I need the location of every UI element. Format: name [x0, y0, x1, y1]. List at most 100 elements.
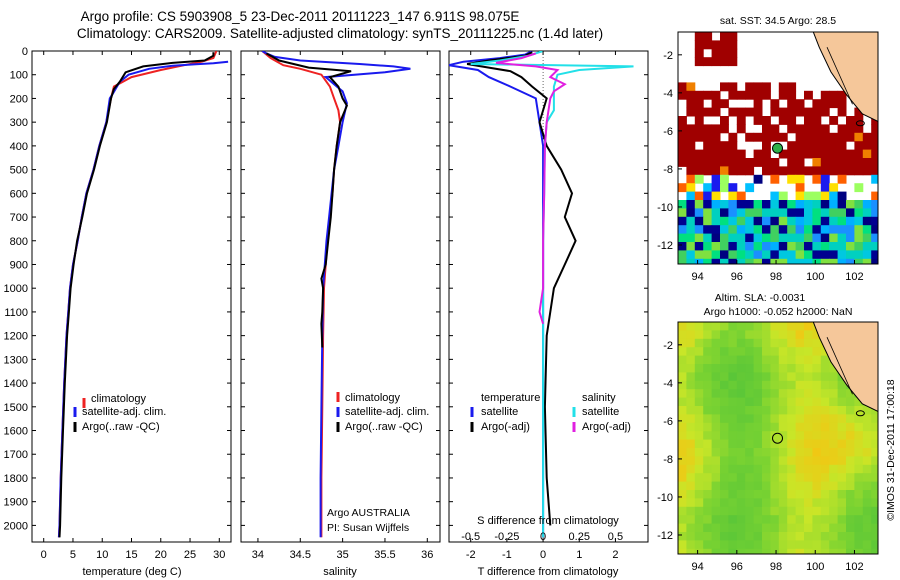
- sst-cell: [720, 99, 729, 109]
- sst-cell: [846, 216, 855, 226]
- sst-cell: [753, 242, 763, 251]
- sla-cell: [862, 498, 872, 508]
- sla-cell: [820, 380, 830, 390]
- sla-cell: [770, 322, 780, 331]
- sla-cell: [720, 372, 729, 382]
- sla-cell: [745, 439, 755, 449]
- sst-cell: [711, 200, 721, 209]
- sst-cell: [753, 132, 763, 142]
- sla-cell: [753, 322, 763, 331]
- sst-cell: [871, 149, 878, 159]
- sla-cell: [745, 431, 755, 441]
- sst-cell: [720, 57, 729, 67]
- sla-cell: [753, 330, 763, 340]
- sla-cell: [711, 456, 721, 466]
- sla-cell: [770, 422, 780, 432]
- sst-cell: [694, 149, 704, 159]
- sst-cell: [720, 158, 729, 167]
- sst-cell: [871, 258, 878, 264]
- sla-cell: [787, 372, 797, 382]
- sla-cell: [778, 540, 788, 550]
- sst-cell: [820, 174, 830, 184]
- sla-cell: [804, 338, 813, 348]
- sst-cell: [812, 124, 822, 134]
- sst-cell: [812, 250, 822, 260]
- sst-cell: [804, 166, 813, 176]
- sla-cell: [829, 389, 839, 399]
- sla-cell: [745, 532, 755, 541]
- sst-cell: [720, 166, 729, 176]
- sst-cell: [703, 40, 713, 50]
- sst-cell: [812, 200, 822, 209]
- difference-axes-frame: [448, 50, 649, 543]
- sla-cell: [678, 380, 687, 390]
- sla-cell: [778, 389, 788, 399]
- sla-cell: [862, 448, 872, 457]
- sla-cell: [745, 355, 755, 365]
- sst-cell: [804, 90, 813, 100]
- sla-cell: [686, 481, 696, 491]
- sst-cell: [820, 225, 830, 235]
- map-x-tick-label: 96: [731, 561, 743, 573]
- sla-cell: [795, 464, 805, 474]
- x-tick-label: 35.5: [374, 549, 395, 561]
- sla-cell: [795, 523, 805, 533]
- sla-cell: [846, 523, 855, 533]
- sla-cell: [720, 523, 729, 533]
- x-tick-label: 0: [41, 549, 47, 561]
- sst-cell: [694, 158, 704, 167]
- sla-cell: [787, 439, 797, 449]
- sla-cell: [862, 490, 872, 499]
- sla-cell: [686, 439, 696, 449]
- sst-cell: [854, 242, 864, 251]
- sla-cell: [829, 540, 839, 550]
- sla-cell: [745, 456, 755, 466]
- sla-cell: [787, 338, 797, 348]
- x-tick-label: -1: [502, 549, 512, 561]
- sst-cell: [686, 174, 696, 184]
- sst-cell: [871, 141, 878, 151]
- sst-cell: [804, 208, 813, 218]
- sst-cell: [854, 225, 864, 235]
- sla-cell: [711, 414, 721, 424]
- sla-cell: [820, 431, 830, 441]
- sla-cell: [770, 481, 780, 491]
- y-tick-label: 100: [10, 70, 28, 82]
- sla-cell: [837, 439, 847, 449]
- sst-cell: [812, 99, 822, 109]
- sst-cell: [703, 141, 713, 151]
- sst-cell: [778, 233, 788, 243]
- sla-cell: [694, 330, 704, 340]
- sst-cell: [812, 233, 822, 243]
- sst-map-frame: [677, 31, 879, 265]
- sla-cell: [753, 414, 763, 424]
- sla-cell: [854, 448, 864, 457]
- sst-cell: [862, 132, 872, 142]
- sst-cell: [787, 233, 797, 243]
- sst-cell: [711, 90, 721, 100]
- sla-cell: [694, 397, 704, 407]
- sst-cell: [787, 200, 797, 209]
- sla-cell: [753, 364, 763, 373]
- sla-cell: [753, 380, 763, 390]
- sla-cell: [837, 456, 847, 466]
- sst-cell: [871, 242, 878, 251]
- sla-cell: [871, 406, 878, 415]
- sla-cell: [770, 414, 780, 424]
- sst-cell: [787, 166, 797, 176]
- sst-cell: [778, 116, 788, 125]
- sst-cell: [720, 225, 729, 235]
- sla-cell: [711, 397, 721, 407]
- sst-cell: [778, 149, 788, 159]
- sla-cell: [846, 548, 855, 554]
- sst-cell: [795, 107, 805, 117]
- sla-cell: [736, 355, 746, 365]
- sla-cell: [703, 464, 713, 474]
- sla-cell: [854, 490, 864, 499]
- sst-cell: [736, 90, 746, 100]
- sst-cell: [862, 250, 872, 260]
- sla-cell: [837, 523, 847, 533]
- sst-cell: [745, 158, 755, 167]
- sla-cell: [837, 464, 847, 474]
- sla-cell: [804, 498, 813, 508]
